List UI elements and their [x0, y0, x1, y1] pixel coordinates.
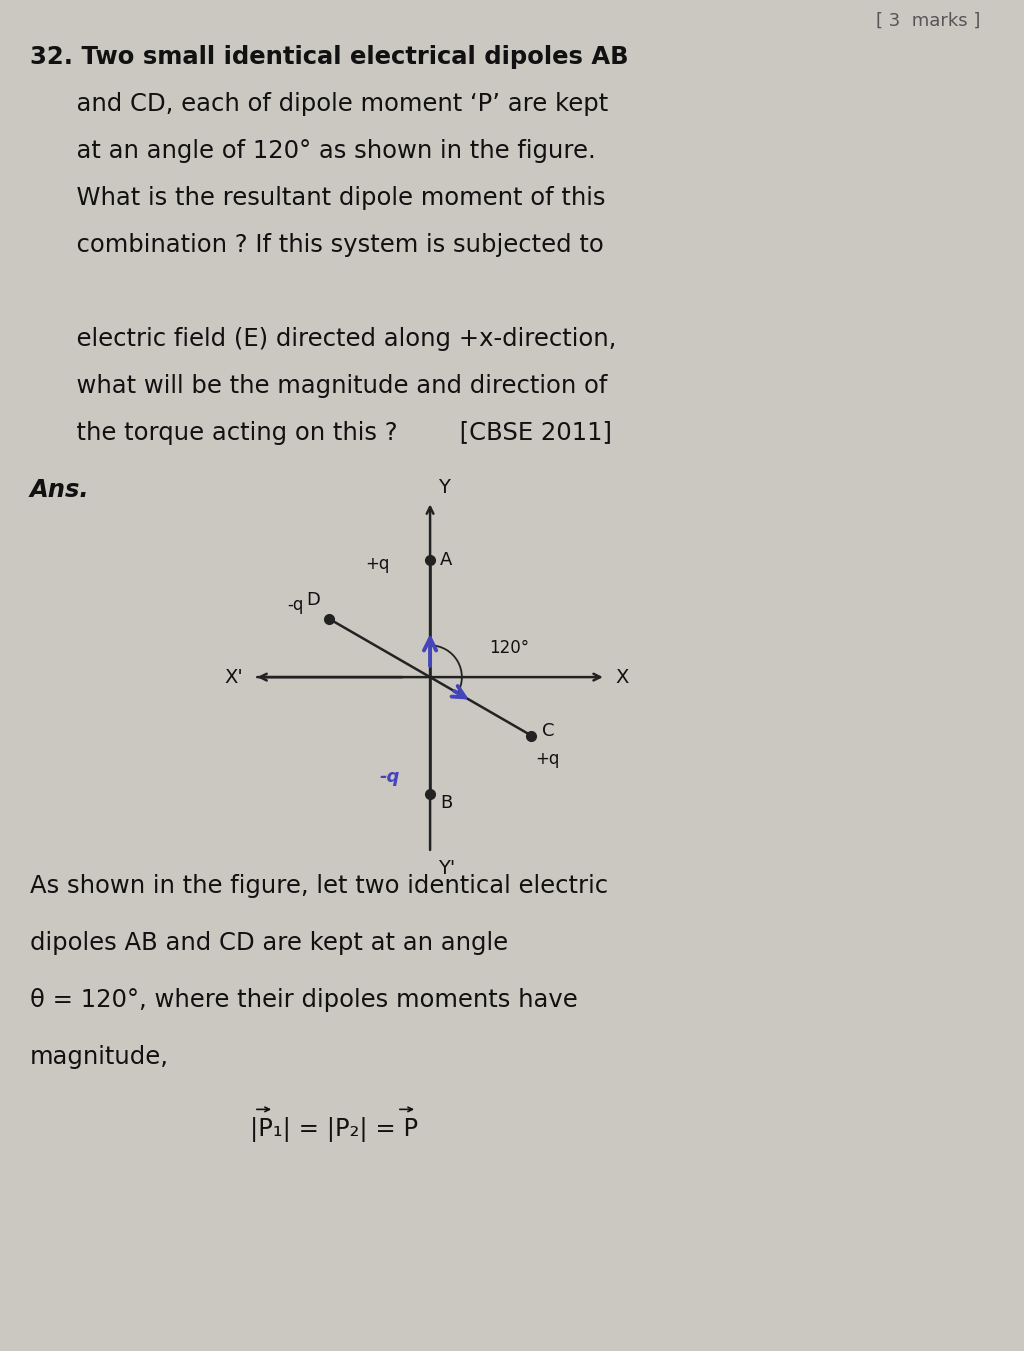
Text: -q: -q	[287, 596, 303, 615]
Text: X: X	[615, 667, 629, 686]
Text: and CD, each of dipole moment ‘P’ are kept: and CD, each of dipole moment ‘P’ are ke…	[30, 92, 608, 116]
Text: +q: +q	[366, 555, 390, 573]
Text: what will be the magnitude and direction of: what will be the magnitude and direction…	[30, 374, 607, 399]
Text: D: D	[306, 590, 321, 608]
Text: Y: Y	[438, 478, 451, 497]
Text: [ 3  marks ]: [ 3 marks ]	[876, 12, 980, 30]
Text: 120°: 120°	[489, 639, 529, 657]
Text: As shown in the figure, let two identical electric: As shown in the figure, let two identica…	[30, 874, 608, 898]
Text: What is the resultant dipole moment of this: What is the resultant dipole moment of t…	[30, 186, 605, 209]
Text: C: C	[542, 723, 554, 740]
Text: the torque acting on this ?        [CBSE 2011]: the torque acting on this ? [CBSE 2011]	[30, 422, 612, 444]
Text: 32. Two small identical electrical dipoles AB: 32. Two small identical electrical dipol…	[30, 45, 629, 69]
Text: Ans.: Ans.	[30, 478, 90, 503]
Text: at an angle of 120° as shown in the figure.: at an angle of 120° as shown in the figu…	[30, 139, 596, 163]
Text: Y': Y'	[438, 859, 456, 878]
Text: θ = 120°, where their dipoles moments have: θ = 120°, where their dipoles moments ha…	[30, 989, 578, 1012]
Text: electric field (E) directed along +x-direction,: electric field (E) directed along +x-dir…	[30, 327, 616, 351]
Text: magnitude,: magnitude,	[30, 1046, 169, 1070]
Text: B: B	[440, 794, 453, 812]
Text: X': X'	[224, 667, 243, 686]
Text: combination ? If this system is subjected to: combination ? If this system is subjecte…	[30, 232, 604, 257]
Text: |P₁| = |P₂| = P: |P₁| = |P₂| = P	[250, 1117, 418, 1143]
Text: +q: +q	[536, 750, 560, 769]
Text: -q: -q	[380, 767, 400, 786]
Text: A: A	[440, 551, 453, 569]
Text: dipoles AB and CD are kept at an angle: dipoles AB and CD are kept at an angle	[30, 931, 508, 955]
